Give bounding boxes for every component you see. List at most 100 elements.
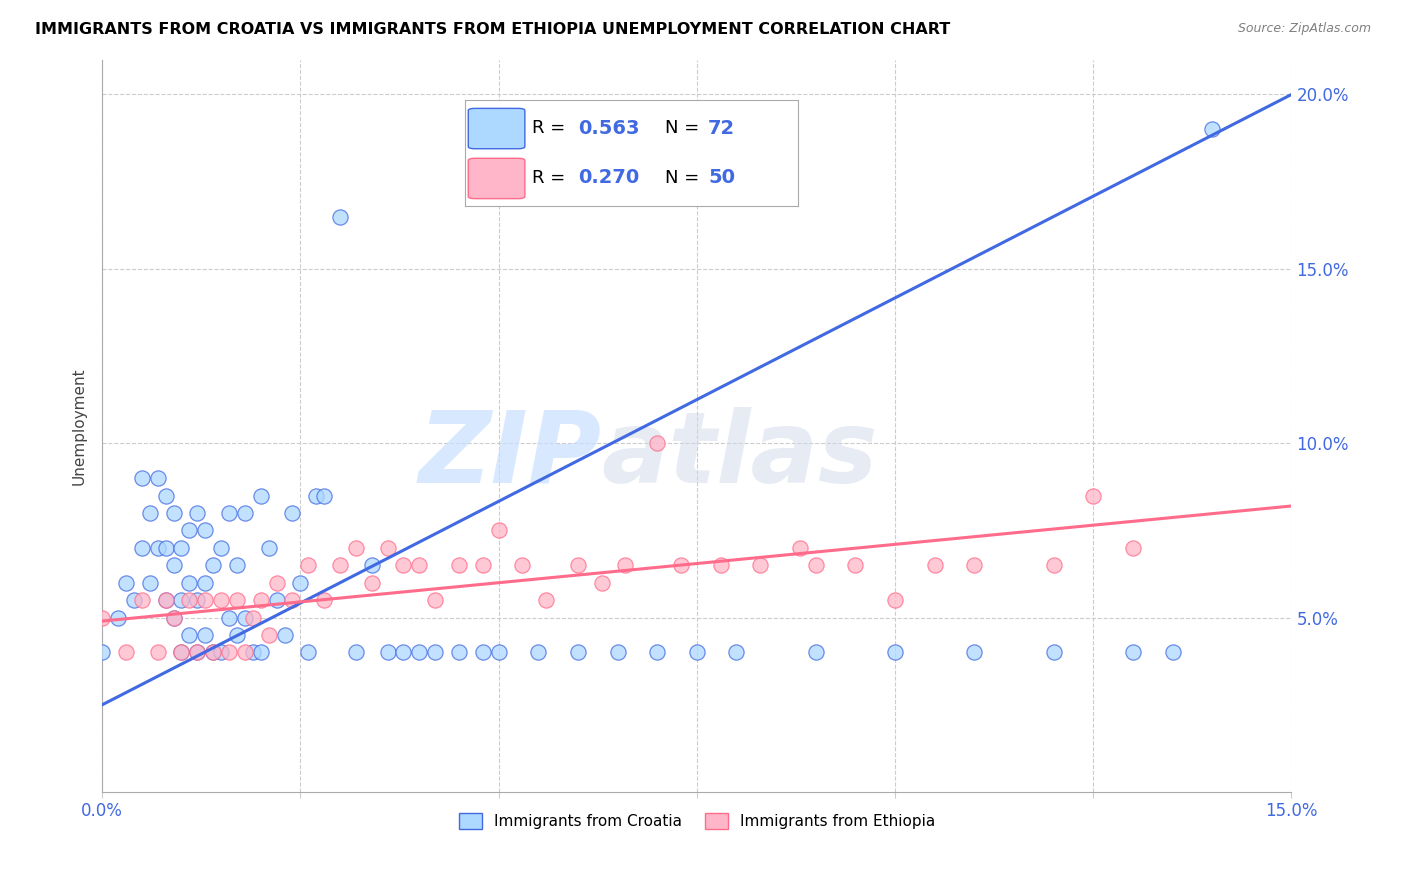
Point (91, 645, 114, 659)
Point (1122, 645, 1144, 659)
Text: Source: ZipAtlas.com: Source: ZipAtlas.com (1237, 22, 1371, 36)
Point (257, 541, 280, 555)
Point (408, 645, 430, 659)
Point (139, 506, 162, 520)
Point (329, 210, 352, 224)
Point (162, 506, 184, 520)
Point (226, 558, 249, 573)
Point (209, 645, 232, 659)
Point (297, 645, 319, 659)
Point (425, 645, 447, 659)
Point (179, 575, 201, 590)
Point (131, 471, 153, 485)
Point (360, 575, 382, 590)
Point (567, 645, 589, 659)
Point (146, 541, 169, 555)
Point (408, 558, 430, 573)
Point (202, 558, 225, 573)
Point (162, 610, 184, 624)
Point (1042, 558, 1064, 573)
Point (115, 645, 138, 659)
Point (447, 645, 470, 659)
Point (591, 575, 613, 590)
Point (290, 575, 312, 590)
Point (425, 593, 447, 607)
Point (233, 610, 256, 624)
Point (194, 524, 217, 538)
Point (789, 541, 811, 555)
Point (257, 628, 280, 642)
Point (179, 628, 201, 642)
Point (179, 524, 201, 538)
Point (614, 558, 637, 573)
Point (924, 558, 946, 573)
Point (218, 645, 240, 659)
Point (1161, 645, 1184, 659)
Point (344, 645, 367, 659)
Point (226, 628, 249, 642)
Point (1083, 489, 1105, 503)
Point (804, 558, 827, 573)
Point (179, 593, 201, 607)
Point (606, 645, 628, 659)
Point (377, 541, 399, 555)
Point (170, 541, 193, 555)
Point (226, 593, 249, 607)
Point (645, 645, 668, 659)
Point (963, 558, 986, 573)
Point (273, 628, 295, 642)
Point (115, 575, 138, 590)
Point (170, 593, 193, 607)
Point (314, 489, 336, 503)
Point (186, 593, 208, 607)
Point (281, 593, 304, 607)
Point (131, 593, 153, 607)
Point (377, 645, 399, 659)
Point (186, 506, 208, 520)
Point (266, 575, 288, 590)
Point (884, 645, 907, 659)
Point (512, 558, 534, 573)
Point (162, 558, 184, 573)
Point (329, 558, 352, 573)
Point (534, 593, 557, 607)
Point (249, 645, 271, 659)
Text: ZIP: ZIP (419, 407, 602, 504)
Point (686, 645, 709, 659)
Point (107, 610, 129, 624)
Point (804, 645, 827, 659)
Point (155, 489, 177, 503)
Point (186, 645, 208, 659)
Point (146, 645, 169, 659)
Point (1042, 645, 1064, 659)
Point (266, 593, 288, 607)
Point (194, 628, 217, 642)
Point (170, 645, 193, 659)
Point (1122, 541, 1144, 555)
Text: atlas: atlas (602, 407, 879, 504)
Point (488, 645, 510, 659)
Point (471, 645, 494, 659)
Point (209, 541, 232, 555)
Point (242, 645, 264, 659)
Point (233, 506, 256, 520)
Point (242, 610, 264, 624)
Point (567, 558, 589, 573)
Y-axis label: Unemployment: Unemployment (72, 367, 86, 484)
Point (155, 593, 177, 607)
Point (360, 558, 382, 573)
Point (749, 558, 772, 573)
Point (471, 558, 494, 573)
Point (1201, 122, 1223, 136)
Point (91, 610, 114, 624)
Point (392, 645, 415, 659)
Point (170, 645, 193, 659)
Point (218, 610, 240, 624)
Text: IMMIGRANTS FROM CROATIA VS IMMIGRANTS FROM ETHIOPIA UNEMPLOYMENT CORRELATION CHA: IMMIGRANTS FROM CROATIA VS IMMIGRANTS FR… (35, 22, 950, 37)
Point (963, 645, 986, 659)
Point (645, 436, 668, 450)
Point (305, 489, 328, 503)
Point (297, 558, 319, 573)
Point (218, 506, 240, 520)
Point (194, 593, 217, 607)
